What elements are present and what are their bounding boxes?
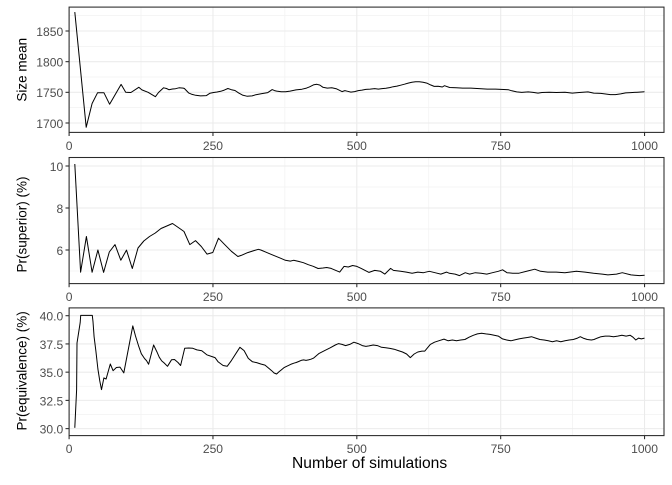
svg-text:Number of simulations: Number of simulations	[292, 455, 447, 472]
svg-text:1000: 1000	[631, 290, 658, 304]
svg-text:0: 0	[66, 290, 73, 304]
svg-text:750: 750	[491, 139, 511, 153]
svg-text:Pr(superior) (%): Pr(superior) (%)	[14, 176, 29, 272]
svg-text:Pr(equivalence) (%): Pr(equivalence) (%)	[14, 311, 29, 430]
svg-text:500: 500	[347, 139, 367, 153]
svg-text:1850: 1850	[36, 25, 63, 39]
svg-text:250: 250	[203, 290, 223, 304]
svg-text:1700: 1700	[36, 117, 63, 131]
svg-text:500: 500	[347, 290, 367, 304]
svg-text:750: 750	[491, 290, 511, 304]
svg-text:8: 8	[56, 202, 63, 216]
svg-text:750: 750	[491, 442, 511, 456]
svg-text:1800: 1800	[36, 56, 63, 70]
svg-text:10: 10	[50, 160, 64, 174]
svg-text:250: 250	[203, 442, 223, 456]
svg-text:500: 500	[347, 442, 367, 456]
svg-text:250: 250	[203, 139, 223, 153]
svg-text:37.5: 37.5	[40, 338, 64, 352]
svg-text:35.0: 35.0	[40, 366, 64, 380]
svg-text:6: 6	[56, 244, 63, 258]
svg-text:Size mean: Size mean	[14, 38, 29, 102]
svg-text:0: 0	[66, 139, 73, 153]
svg-text:30.0: 30.0	[40, 423, 64, 437]
svg-text:0: 0	[66, 442, 73, 456]
svg-text:1750: 1750	[36, 86, 63, 100]
svg-text:1000: 1000	[631, 139, 658, 153]
svg-text:32.5: 32.5	[40, 394, 64, 408]
svg-text:40.0: 40.0	[40, 310, 64, 324]
svg-text:1000: 1000	[631, 442, 658, 456]
